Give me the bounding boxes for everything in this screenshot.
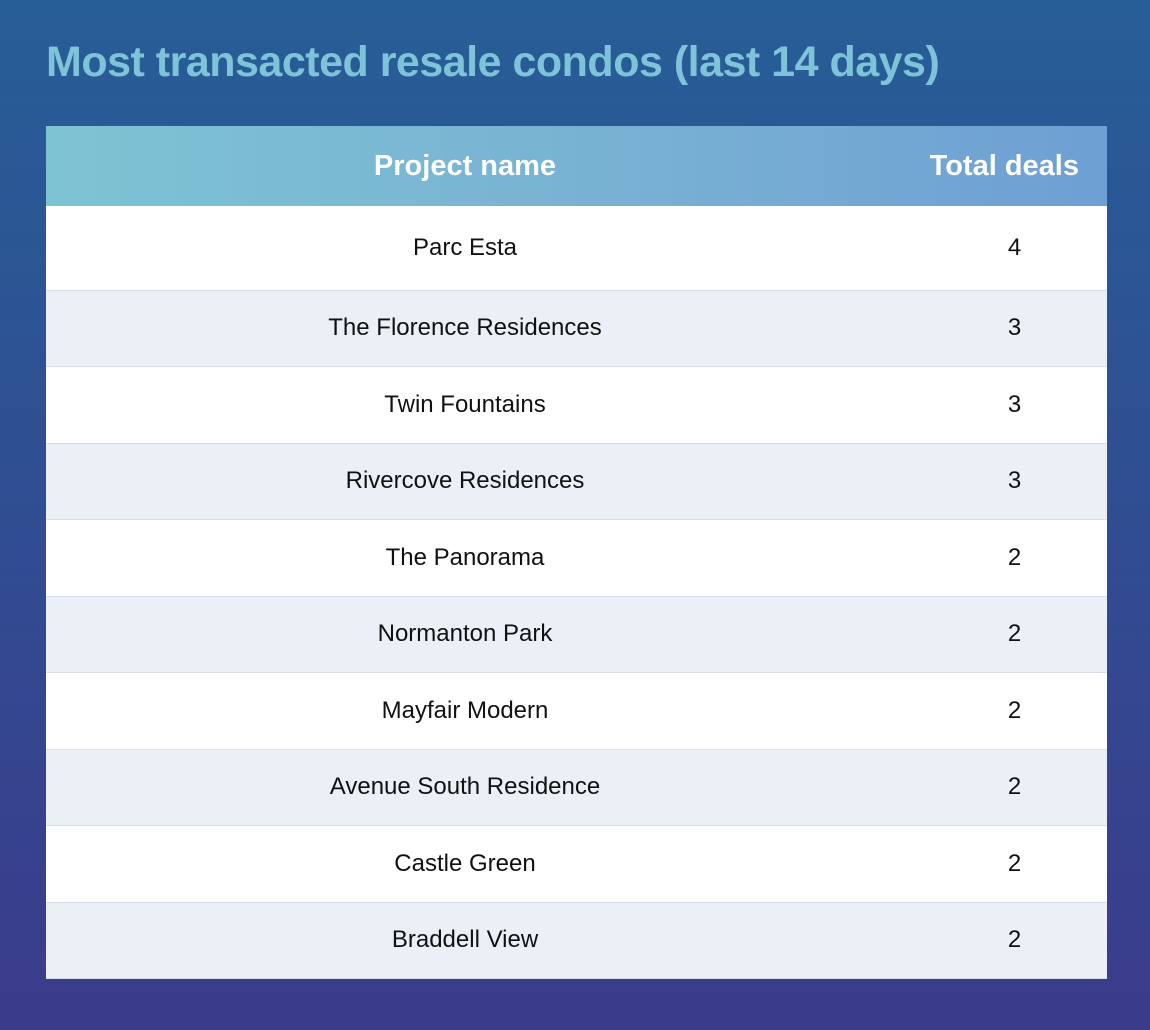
cell-project-name: The Panorama	[46, 519, 884, 597]
cell-project-name: Avenue South Residence	[46, 749, 884, 826]
header-row: Project name Total deals	[46, 126, 1107, 206]
table-row: Twin Fountains 3	[46, 366, 1107, 444]
table-row: The Florence Residences 3	[46, 290, 1107, 367]
cell-total-deals: 2	[884, 825, 1107, 903]
cell-total-deals: 2	[884, 749, 1107, 826]
cell-project-name: Mayfair Modern	[46, 672, 884, 750]
table-body: Parc Esta 4 The Florence Residences 3 Tw…	[46, 206, 1107, 979]
table-header: Project name Total deals	[46, 126, 1107, 206]
cell-project-name: Twin Fountains	[46, 366, 884, 444]
cell-project-name: Braddell View	[46, 902, 884, 979]
table-row: Rivercove Residences 3	[46, 443, 1107, 520]
table-row: The Panorama 2	[46, 519, 1107, 597]
column-header-project-name: Project name	[373, 149, 557, 182]
table-row: Mayfair Modern 2	[46, 672, 1107, 750]
cell-total-deals: 2	[884, 902, 1107, 979]
cell-project-name: The Florence Residences	[46, 290, 884, 367]
cell-project-name: Rivercove Residences	[46, 443, 884, 520]
page-title: Most transacted resale condos (last 14 d…	[46, 38, 940, 86]
deals-table-container: Project name Total deals Parc Esta 4 The…	[46, 126, 1107, 979]
column-header-total-deals: Total deals	[929, 149, 1079, 182]
table-row: Avenue South Residence 2	[46, 749, 1107, 826]
deals-table: Project name Total deals Parc Esta 4 The…	[46, 126, 1107, 979]
cell-project-name: Castle Green	[46, 825, 884, 903]
cell-project-name: Normanton Park	[46, 596, 884, 673]
cell-project-name: Parc Esta	[46, 206, 884, 291]
cell-total-deals: 2	[884, 519, 1107, 597]
table-row: Normanton Park 2	[46, 596, 1107, 673]
table-row: Castle Green 2	[46, 825, 1107, 903]
cell-total-deals: 3	[884, 290, 1107, 367]
cell-total-deals: 3	[884, 366, 1107, 444]
cell-total-deals: 4	[884, 206, 1107, 291]
cell-total-deals: 2	[884, 672, 1107, 750]
cell-total-deals: 2	[884, 596, 1107, 673]
table-row: Parc Esta 4	[46, 206, 1107, 291]
cell-total-deals: 3	[884, 443, 1107, 520]
table-row: Braddell View 2	[46, 902, 1107, 979]
